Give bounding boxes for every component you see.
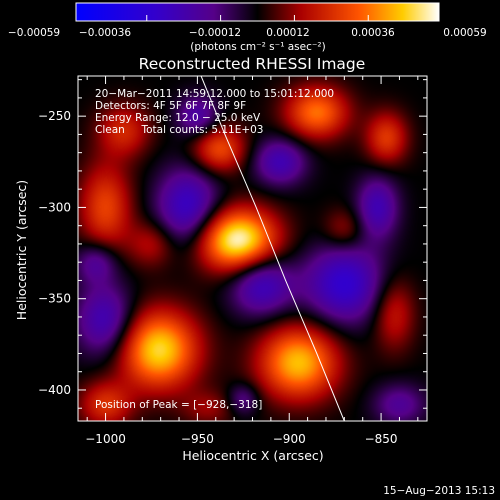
colorbar-tick-label: 0.00012 <box>266 27 309 39</box>
clean-counts-label: Clean Total counts: 5.11E+03 <box>95 124 264 136</box>
y-tick-label: −400 <box>38 383 71 397</box>
y-axis-label: Heliocentric Y (arcsec) <box>14 180 29 320</box>
energy-range-label: Energy Range: 12.0 − 25.0 keV <box>95 112 261 124</box>
detectors-label: Detectors: 4F 5F 6F 7F 8F 9F <box>95 100 246 112</box>
x-tick-label: −950 <box>181 432 214 446</box>
colorbar-units-label: (photons cm⁻² s⁻¹ asec⁻²) <box>190 41 325 53</box>
y-tick-label: −350 <box>38 292 71 306</box>
time-range-label: 20−Mar−2011 14:59:12.000 to 15:01:12.000 <box>95 88 334 100</box>
colorbar-tick-label: −0.00012 <box>189 27 241 39</box>
colorbar-tick-label: 0.00036 <box>351 27 395 39</box>
x-tick-label: −1000 <box>85 432 126 446</box>
heatmap-image-wrapper <box>78 76 427 421</box>
solar-limb-curve <box>200 76 345 421</box>
plot-date-label: 15−Aug−2013 15:13 <box>383 485 495 497</box>
colorbar <box>75 2 440 22</box>
x-tick-label: −850 <box>365 432 398 446</box>
heatmap-image <box>78 76 427 421</box>
x-tick-label: −900 <box>273 432 306 446</box>
colorbar-tick-label: −0.00036 <box>79 27 132 39</box>
colorbar-tick-label: −0.00059 <box>8 27 60 39</box>
axis-ticks <box>78 76 427 421</box>
chart-title: Reconstructed RHESSI Image <box>139 55 366 73</box>
peak-position-label: Position of Peak = [−928,−318] <box>95 399 262 411</box>
y-tick-label: −250 <box>38 109 71 123</box>
colorbar-ticks <box>75 15 440 21</box>
x-axis-label: Heliocentric X (arcsec) <box>182 448 323 463</box>
colorbar-tick-label: 0.00059 <box>443 27 486 39</box>
y-tick-label: −300 <box>38 200 71 214</box>
